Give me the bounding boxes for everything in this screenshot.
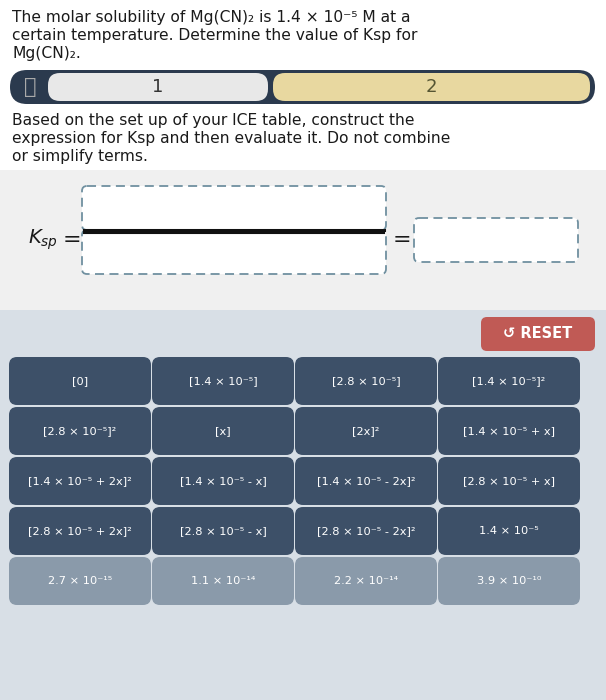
Text: [2x]²: [2x]² <box>352 426 380 436</box>
FancyBboxPatch shape <box>9 557 151 605</box>
FancyBboxPatch shape <box>295 557 437 605</box>
Text: [2.8 × 10⁻⁵]: [2.8 × 10⁻⁵] <box>331 376 401 386</box>
FancyBboxPatch shape <box>438 557 580 605</box>
FancyBboxPatch shape <box>438 457 580 505</box>
Text: [2.8 × 10⁻⁵ + x]: [2.8 × 10⁻⁵ + x] <box>463 476 555 486</box>
Text: [x]: [x] <box>215 426 231 436</box>
FancyBboxPatch shape <box>152 357 294 405</box>
FancyBboxPatch shape <box>414 218 578 262</box>
Text: [1.4 × 10⁻⁵ + x]: [1.4 × 10⁻⁵ + x] <box>463 426 555 436</box>
Text: [1.4 × 10⁻⁵ + 2x]²: [1.4 × 10⁻⁵ + 2x]² <box>28 476 132 486</box>
Text: [1.4 × 10⁻⁵]²: [1.4 × 10⁻⁵]² <box>472 376 545 386</box>
Text: The molar solubility of Mg(CN)₂ is 1.4 × 10⁻⁵ M at a: The molar solubility of Mg(CN)₂ is 1.4 ×… <box>12 10 410 25</box>
FancyBboxPatch shape <box>295 507 437 555</box>
Text: [2.8 × 10⁻⁵ + 2x]²: [2.8 × 10⁻⁵ + 2x]² <box>28 526 132 536</box>
Text: 2.2 × 10⁻¹⁴: 2.2 × 10⁻¹⁴ <box>334 576 398 586</box>
FancyBboxPatch shape <box>0 170 606 310</box>
Text: $K_{sp}$: $K_{sp}$ <box>28 228 58 252</box>
Text: [2.8 × 10⁻⁵ - x]: [2.8 × 10⁻⁵ - x] <box>179 526 267 536</box>
FancyBboxPatch shape <box>48 73 268 101</box>
Text: Based on the set up of your ICE table, construct the: Based on the set up of your ICE table, c… <box>12 113 415 128</box>
FancyBboxPatch shape <box>0 310 606 700</box>
Text: 〈: 〈 <box>24 77 36 97</box>
FancyBboxPatch shape <box>273 73 590 101</box>
Text: [0]: [0] <box>72 376 88 386</box>
FancyBboxPatch shape <box>10 70 595 104</box>
FancyBboxPatch shape <box>9 457 151 505</box>
Text: 3.9 × 10⁻¹⁰: 3.9 × 10⁻¹⁰ <box>477 576 541 586</box>
Text: 2.7 × 10⁻¹⁵: 2.7 × 10⁻¹⁵ <box>48 576 112 586</box>
FancyBboxPatch shape <box>152 407 294 455</box>
FancyBboxPatch shape <box>9 407 151 455</box>
FancyBboxPatch shape <box>82 230 386 274</box>
FancyBboxPatch shape <box>438 407 580 455</box>
FancyBboxPatch shape <box>82 186 386 230</box>
Text: [2.8 × 10⁻⁵ - 2x]²: [2.8 × 10⁻⁵ - 2x]² <box>317 526 415 536</box>
Text: [1.4 × 10⁻⁵ - 2x]²: [1.4 × 10⁻⁵ - 2x]² <box>317 476 415 486</box>
Text: certain temperature. Determine the value of Ksp for: certain temperature. Determine the value… <box>12 28 418 43</box>
Text: expression for Ksp and then evaluate it. Do not combine: expression for Ksp and then evaluate it.… <box>12 131 450 146</box>
FancyBboxPatch shape <box>481 317 595 351</box>
FancyBboxPatch shape <box>295 357 437 405</box>
FancyBboxPatch shape <box>9 507 151 555</box>
Text: 1.4 × 10⁻⁵: 1.4 × 10⁻⁵ <box>479 526 539 536</box>
Text: =: = <box>62 230 81 250</box>
FancyBboxPatch shape <box>295 457 437 505</box>
Text: [1.4 × 10⁻⁵ - x]: [1.4 × 10⁻⁵ - x] <box>179 476 267 486</box>
FancyBboxPatch shape <box>152 457 294 505</box>
FancyBboxPatch shape <box>438 357 580 405</box>
Text: 1.1 × 10⁻¹⁴: 1.1 × 10⁻¹⁴ <box>191 576 255 586</box>
FancyBboxPatch shape <box>152 507 294 555</box>
Text: Mg(CN)₂.: Mg(CN)₂. <box>12 46 81 61</box>
FancyBboxPatch shape <box>9 357 151 405</box>
Text: [2.8 × 10⁻⁵]²: [2.8 × 10⁻⁵]² <box>44 426 116 436</box>
Text: ↺ RESET: ↺ RESET <box>504 326 573 342</box>
FancyBboxPatch shape <box>438 507 580 555</box>
FancyBboxPatch shape <box>295 407 437 455</box>
Text: =: = <box>393 230 411 250</box>
Text: 1: 1 <box>152 78 164 96</box>
Text: 2: 2 <box>426 78 438 96</box>
Text: or simplify terms.: or simplify terms. <box>12 149 148 164</box>
FancyBboxPatch shape <box>152 557 294 605</box>
Text: [1.4 × 10⁻⁵]: [1.4 × 10⁻⁵] <box>188 376 258 386</box>
